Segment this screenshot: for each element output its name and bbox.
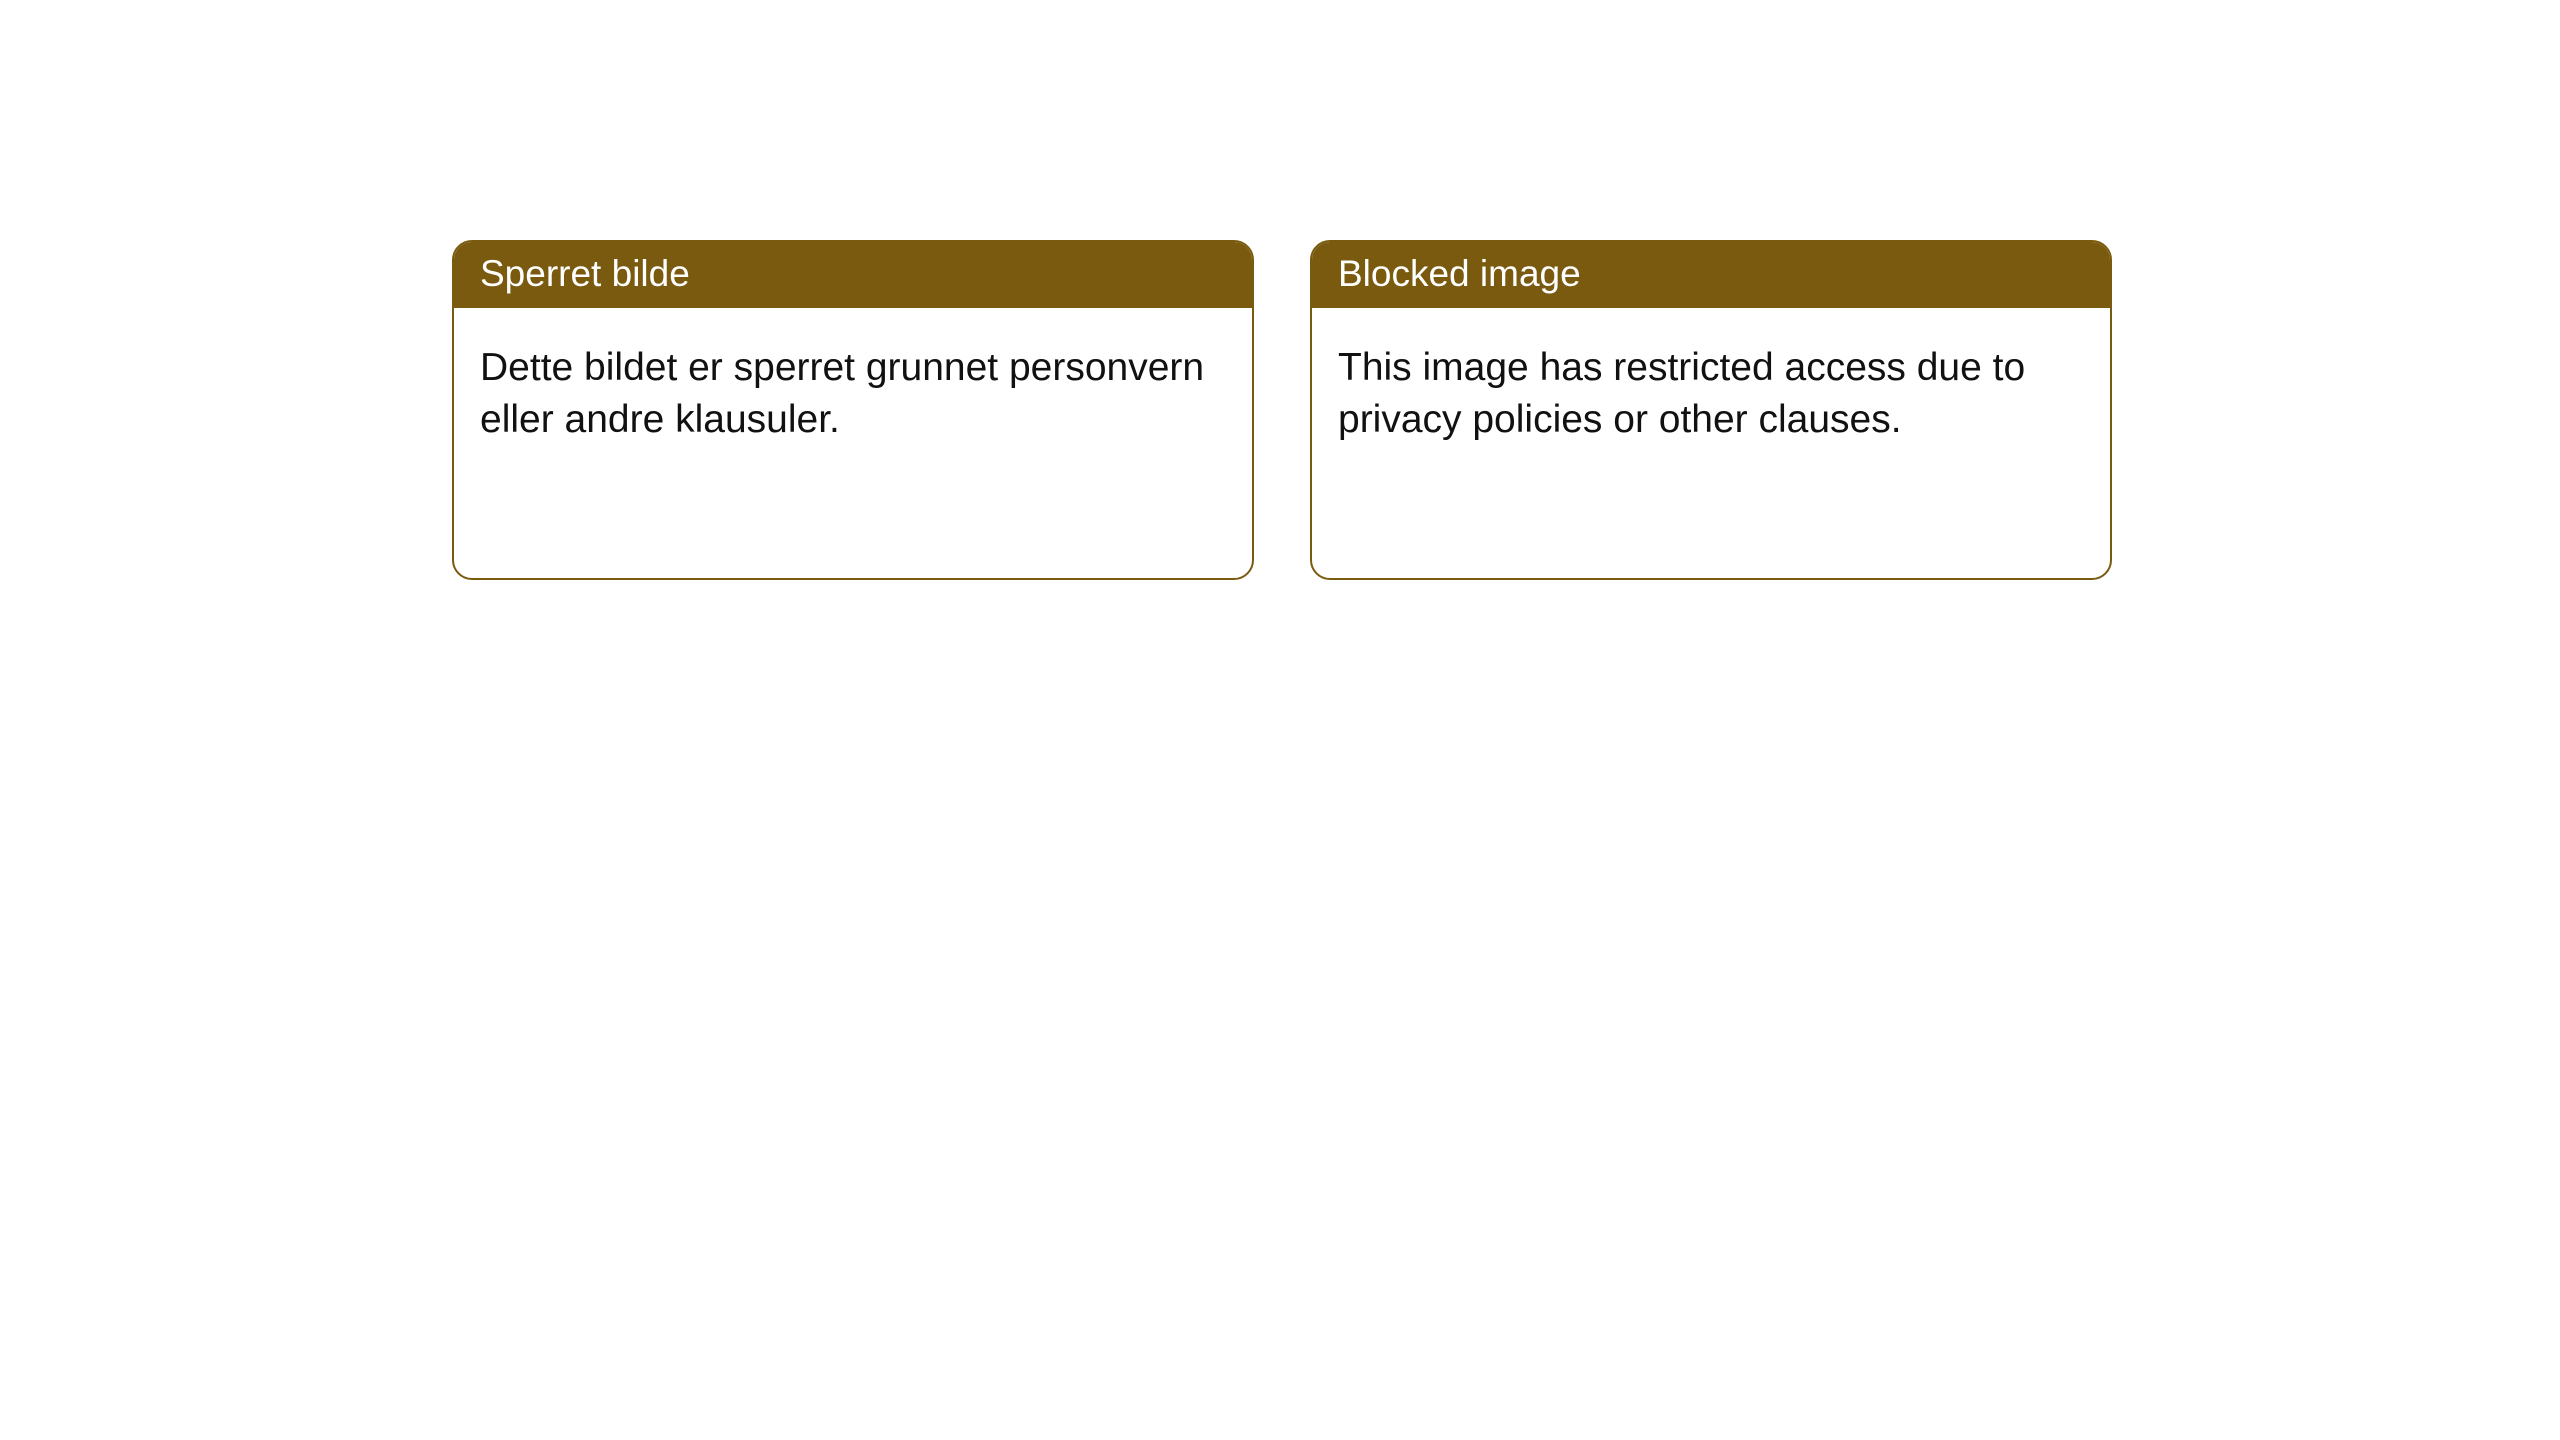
notice-body: Dette bildet er sperret grunnet personve…: [454, 308, 1252, 578]
notice-body: This image has restricted access due to …: [1312, 308, 2110, 578]
notice-title: Sperret bilde: [454, 242, 1252, 308]
notice-card-norwegian: Sperret bilde Dette bildet er sperret gr…: [452, 240, 1254, 580]
notice-card-english: Blocked image This image has restricted …: [1310, 240, 2112, 580]
notice-title: Blocked image: [1312, 242, 2110, 308]
notice-container: Sperret bilde Dette bildet er sperret gr…: [0, 0, 2560, 580]
